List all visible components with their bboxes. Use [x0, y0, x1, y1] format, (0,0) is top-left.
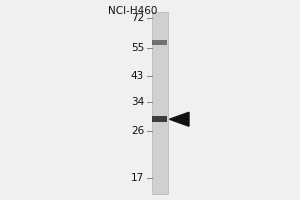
Bar	[152, 12, 168, 194]
Bar	[152, 116, 167, 122]
Text: 26: 26	[131, 126, 144, 136]
Text: 34: 34	[131, 97, 144, 107]
Text: 55: 55	[131, 43, 144, 53]
Text: NCI-H460: NCI-H460	[108, 6, 158, 16]
Polygon shape	[169, 112, 189, 126]
Text: 43: 43	[131, 71, 144, 81]
Bar	[152, 40, 167, 45]
Text: 72: 72	[131, 13, 144, 23]
Text: 17: 17	[131, 173, 144, 183]
